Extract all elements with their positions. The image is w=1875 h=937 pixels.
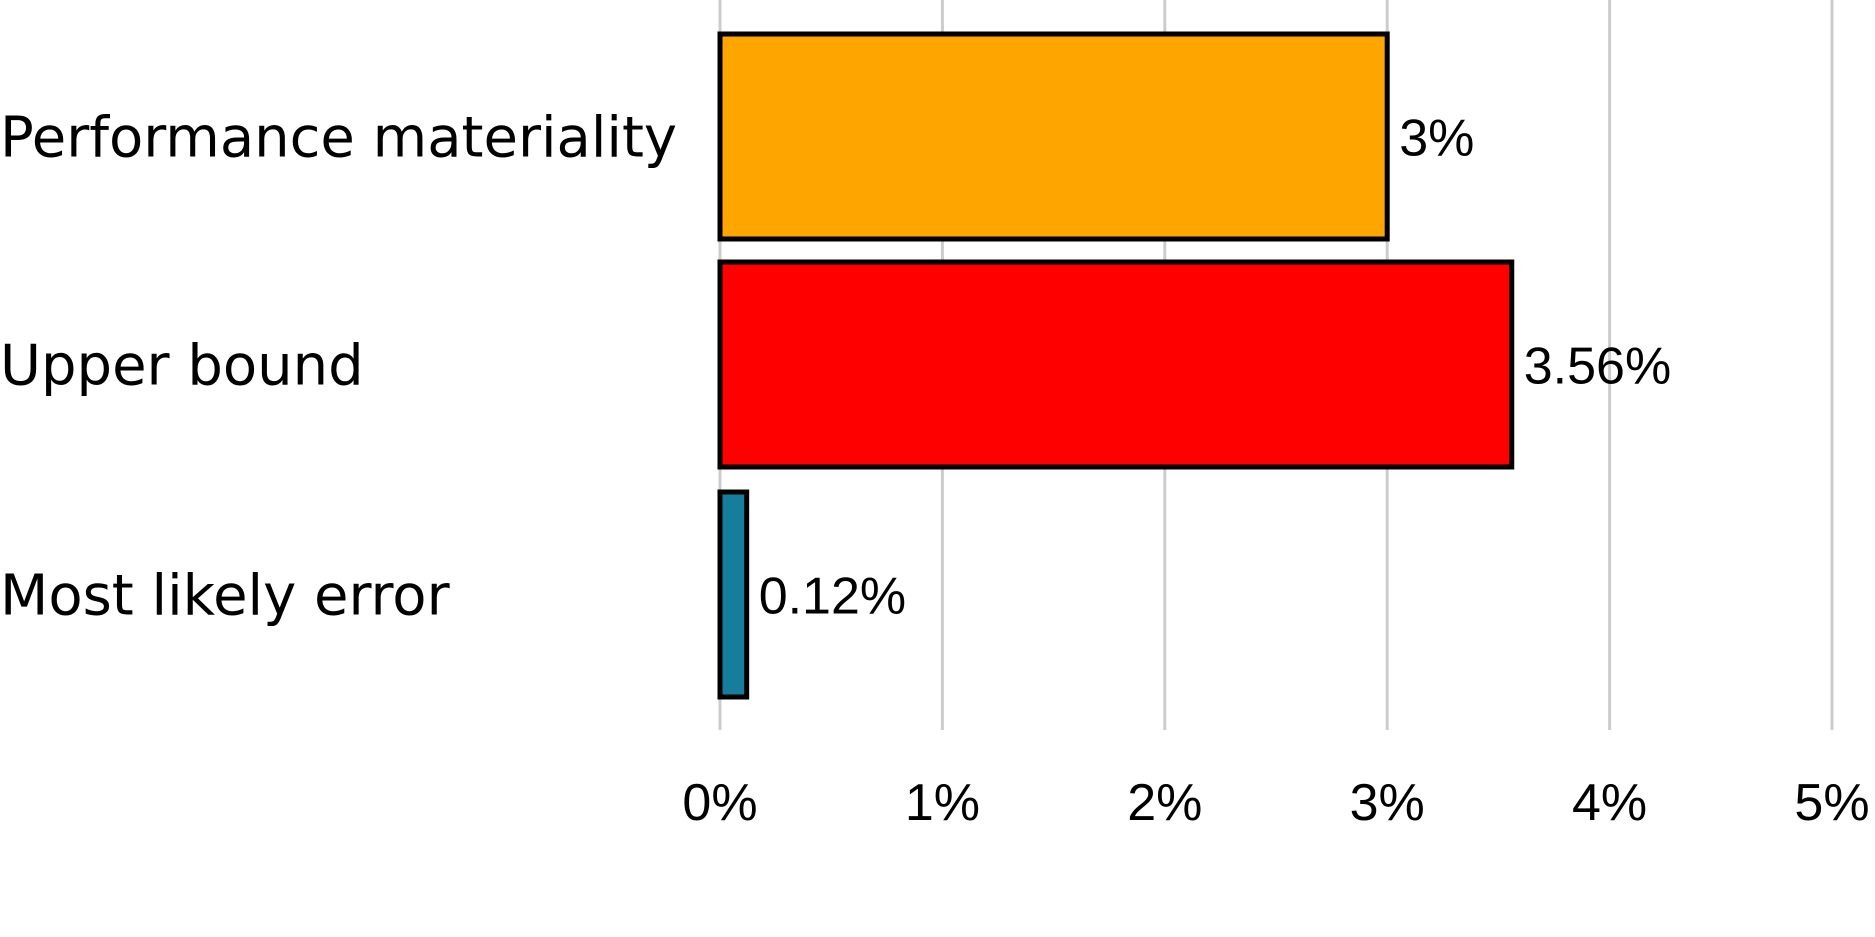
category-label: Performance materiality bbox=[0, 106, 677, 171]
data-label: 0.12% bbox=[759, 568, 906, 626]
x-axis-ticks: 0% 1% 2% 3% 4% 5% bbox=[682, 774, 1869, 832]
category-label: Upper bound bbox=[0, 334, 364, 399]
x-tick-label: 2% bbox=[1127, 774, 1202, 832]
category-label: Most likely error bbox=[0, 564, 451, 629]
x-tick-label: 1% bbox=[905, 774, 980, 832]
label-layer: Performance materiality 3% Upper bound 3.56… bbox=[0, 106, 1671, 629]
data-label: 3% bbox=[1399, 110, 1474, 168]
data-label: 3.56% bbox=[1524, 338, 1671, 396]
x-tick-label: 5% bbox=[1794, 774, 1869, 832]
bar-most-likely-error bbox=[717, 489, 750, 700]
bar-upper-bound bbox=[717, 259, 1515, 470]
x-tick-label: 3% bbox=[1350, 774, 1425, 832]
bar-layer bbox=[717, 31, 1515, 700]
x-tick-label: 0% bbox=[682, 774, 757, 832]
x-tick-label: 4% bbox=[1572, 774, 1647, 832]
bar-performance-materiality bbox=[717, 31, 1390, 242]
